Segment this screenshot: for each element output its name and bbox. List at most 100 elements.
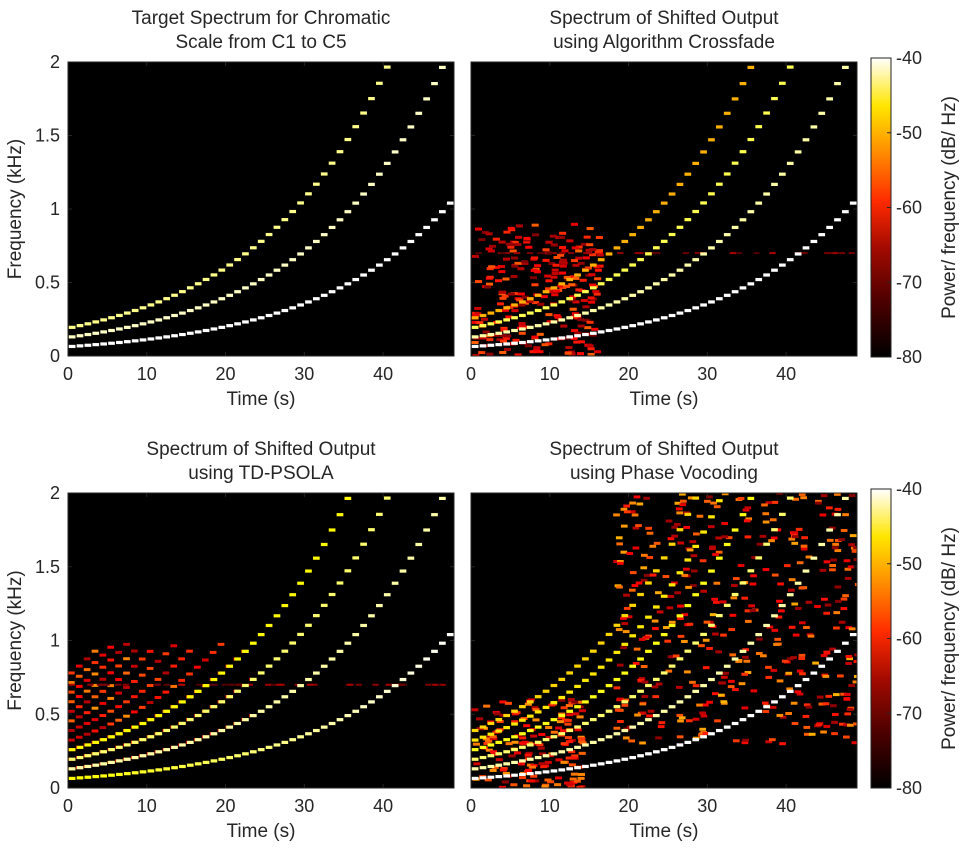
artifact-mark — [742, 648, 750, 652]
artifact-mark — [776, 599, 783, 603]
artifact-mark — [777, 582, 784, 586]
artifact-mark — [487, 249, 495, 253]
harmonic-mark — [818, 233, 826, 237]
artifact-mark — [677, 616, 684, 620]
harmonic-mark — [558, 768, 566, 772]
harmonic-mark — [660, 316, 668, 320]
artifact-mark — [269, 683, 276, 686]
harmonic-mark — [439, 496, 446, 501]
artifact-mark — [549, 234, 557, 238]
artifact-mark — [572, 263, 580, 267]
artifact-mark — [631, 513, 639, 517]
artifact-mark — [478, 238, 486, 242]
artifact-mark — [640, 566, 648, 570]
harmonic-mark — [479, 735, 487, 739]
harmonic-mark — [147, 735, 155, 739]
artifact-mark — [550, 289, 558, 293]
harmonic-mark — [723, 603, 731, 607]
harmonic-mark — [771, 528, 778, 532]
artifact-mark — [502, 257, 511, 261]
harmonic-mark — [68, 757, 76, 761]
artifact-mark — [852, 680, 857, 684]
artifact-mark — [846, 707, 854, 711]
harmonic-mark — [519, 300, 526, 304]
harmonic-mark — [542, 738, 550, 742]
harmonic-mark — [605, 658, 613, 662]
colorbar-tick-label: -80 — [896, 347, 922, 367]
artifact-mark — [525, 741, 533, 745]
harmonic-mark — [731, 225, 739, 230]
harmonic-mark — [487, 322, 495, 326]
artifact-mark — [769, 705, 777, 709]
artifact-mark — [544, 274, 552, 278]
harmonic-mark — [131, 324, 139, 328]
artifact-mark — [845, 626, 853, 630]
artifact-mark — [507, 226, 515, 230]
harmonic-mark — [328, 528, 336, 532]
harmonic-mark — [139, 338, 147, 342]
harmonic-mark — [265, 313, 273, 318]
harmonic-mark — [629, 324, 637, 328]
harmonic-mark — [637, 257, 644, 262]
harmonic-mark — [155, 768, 163, 772]
artifact-mark — [474, 280, 483, 284]
harmonic-mark — [163, 728, 171, 733]
harmonic-mark — [692, 496, 700, 500]
harmonic-mark — [487, 754, 495, 758]
harmonic-mark — [139, 721, 147, 726]
harmonic-mark — [360, 192, 367, 196]
harmonic-mark — [147, 320, 155, 324]
artifact-mark — [554, 315, 562, 319]
harmonic-artifact — [83, 700, 91, 704]
artifact-mark — [550, 252, 557, 255]
harmonic-mark — [123, 311, 131, 315]
harmonic-mark — [597, 330, 605, 334]
harmonic-mark — [582, 678, 589, 682]
artifact-mark — [521, 295, 529, 299]
harmonic-mark — [708, 677, 715, 682]
artifact-mark — [525, 245, 533, 249]
harmonic-mark — [763, 192, 770, 196]
artifact-mark — [499, 296, 507, 300]
harmonic-mark — [234, 721, 241, 726]
artifact-mark — [588, 273, 596, 277]
harmonic-mark — [574, 745, 581, 749]
harmonic-mark — [423, 97, 430, 101]
harmonic-mark — [257, 671, 265, 675]
harmonic-mark — [511, 773, 518, 777]
harmonic-mark — [629, 755, 637, 760]
harmonic-mark — [257, 316, 265, 320]
artifact-mark — [595, 236, 603, 240]
artifact-mark — [616, 585, 623, 589]
harmonic-mark — [645, 718, 652, 722]
artifact-mark — [504, 334, 512, 338]
harmonic-artifact — [123, 714, 130, 718]
artifact-mark — [643, 573, 651, 577]
harmonic-mark — [336, 649, 344, 653]
artifact-mark — [750, 689, 758, 693]
artifact-mark — [843, 723, 851, 727]
artifact-mark — [493, 712, 501, 716]
artifact-mark — [526, 252, 534, 255]
harmonic-mark — [368, 614, 375, 618]
harmonic-mark — [352, 556, 360, 560]
harmonic-mark — [597, 713, 605, 718]
artifact-mark — [568, 283, 576, 287]
harmonic-mark — [739, 718, 747, 722]
artifact-mark — [820, 730, 827, 734]
harmonic-mark — [179, 700, 186, 704]
artifact-mark — [471, 254, 479, 258]
harmonic-mark — [242, 649, 249, 653]
harmonic-mark — [423, 528, 430, 532]
artifact-mark — [728, 628, 736, 632]
artifact-mark — [505, 315, 513, 319]
artifact-mark — [803, 725, 811, 729]
artifact-mark — [788, 625, 796, 629]
artifact-mark — [730, 583, 738, 587]
harmonic-mark — [139, 738, 147, 742]
harmonic-mark — [305, 677, 312, 682]
artifact-mark — [572, 300, 580, 304]
harmonic-mark — [582, 700, 589, 704]
harmonic-mark — [186, 308, 194, 313]
artifact-mark — [820, 494, 828, 498]
